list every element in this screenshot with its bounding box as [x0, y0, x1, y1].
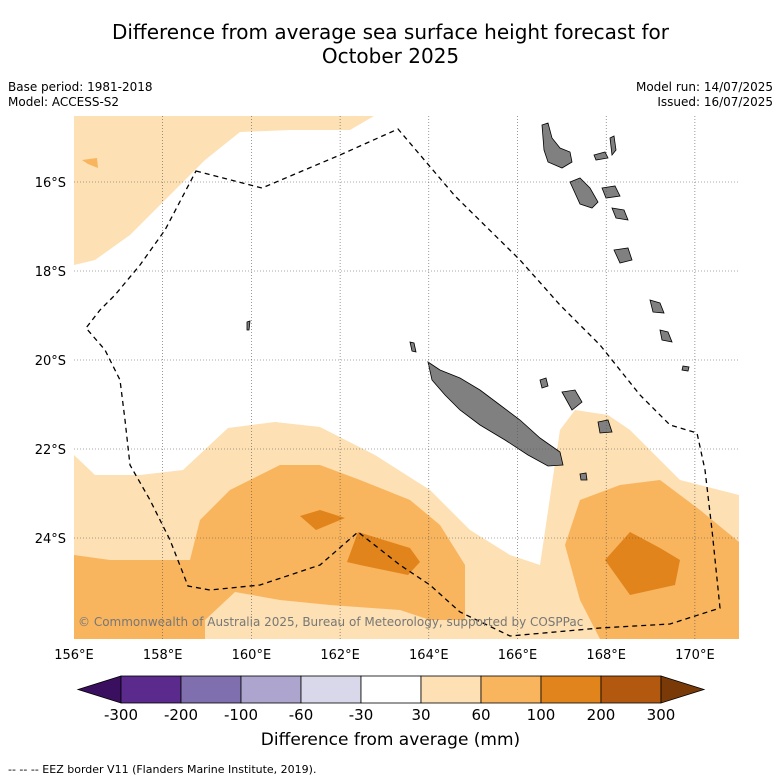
gridlines [74, 116, 739, 639]
colorbar-extend-high [660, 675, 706, 704]
colorbar-title: Difference from average (mm) [260, 730, 521, 750]
latitude-tick-label: 16°S [35, 176, 66, 191]
longitude-tick-label: 166°E [498, 648, 538, 663]
latitude-tick-label: 22°S [35, 443, 66, 458]
latitude-tick-label: 18°S [35, 265, 66, 280]
longitude-tick-label: 164°E [409, 648, 449, 663]
colorbar [76, 675, 706, 704]
latitude-tick-label: 20°S [35, 354, 66, 369]
longitude-tick-labels: 156°E 158°E 160°E 162°E 164°E 166°E 168°E 170°E [54, 648, 714, 663]
colorbar-segment [120, 675, 182, 704]
anomaly-band-60-100-northwest-spot [82, 158, 98, 168]
anomaly-band-100-200-east [605, 532, 680, 595]
colorbar-tick-label: -30 [349, 706, 374, 724]
colorbar-segment [240, 675, 302, 704]
colorbar-tick-label: -300 [104, 706, 138, 724]
copyright-text: © Commonwealth of Australia 2025, Bureau… [78, 615, 583, 629]
model-name: Model: ACCESS-S2 [8, 95, 120, 109]
latitude-tick-labels: 16°S 18°S 20°S 22°S 24°S [35, 176, 66, 547]
colorbar-tick-label: -60 [289, 706, 314, 724]
longitude-tick-label: 160°E [232, 648, 272, 663]
longitude-tick-label: 170°E [675, 648, 715, 663]
title-line-2: October 2025 [321, 44, 460, 68]
new-caledonia [409, 341, 613, 481]
colorbar-tick-label: 200 [587, 706, 616, 724]
colorbar-tick-label: 300 [647, 706, 676, 724]
colorbar-extend-low [76, 675, 122, 704]
colorbar-tick-label: -100 [224, 706, 258, 724]
small-islets [246, 320, 251, 331]
latitude-tick-label: 24°S [35, 532, 66, 547]
anomaly-band-100-200-center [347, 532, 420, 575]
colorbar-segment [540, 675, 602, 704]
eez-legend-note: -- -- -- EEZ border V11 (Flanders Marine… [8, 763, 317, 776]
model-run: Model run: 14/07/2025 [635, 80, 773, 94]
anomaly-band-100-200-center-small [300, 510, 345, 530]
chart-title: Difference from average sea surface heig… [0, 20, 781, 68]
title-line-1: Difference from average sea surface heig… [111, 20, 670, 44]
longitude-tick-label: 158°E [143, 648, 183, 663]
vanuatu-islands [541, 122, 690, 372]
map-area: © Commonwealth of Australia 2025, Bureau… [74, 116, 739, 639]
longitude-tick-label: 168°E [586, 648, 626, 663]
issued-date: Issued: 16/07/2025 [657, 95, 773, 109]
meta-right: Model run: 14/07/2025 Issued: 16/07/2025 [636, 80, 773, 110]
anomaly-band-30-60-northwest [74, 116, 374, 265]
longitude-tick-label: 156°E [54, 648, 94, 663]
colorbar-segment [420, 675, 482, 704]
colorbar-tick-label: 30 [411, 706, 430, 724]
colorbar-segment [300, 675, 362, 704]
base-period: Base period: 1981-2018 [8, 80, 153, 94]
colorbar-tick-label: 60 [471, 706, 490, 724]
colorbar-segment [600, 675, 662, 704]
colorbar-segment [180, 675, 242, 704]
colorbar-tick-label: 100 [527, 706, 556, 724]
colorbar-segment [480, 675, 542, 704]
colorbar-tick-label: -200 [164, 706, 198, 724]
meta-left: Base period: 1981-2018 Model: ACCESS-S2 [8, 80, 153, 110]
anomaly-band-60-100-south [74, 465, 465, 639]
colorbar-tick-labels: -300 -200 -100 -60 -30 30 60 100 200 300 [104, 706, 675, 724]
longitude-tick-label: 162°E [320, 648, 360, 663]
colorbar-segment [360, 675, 422, 704]
